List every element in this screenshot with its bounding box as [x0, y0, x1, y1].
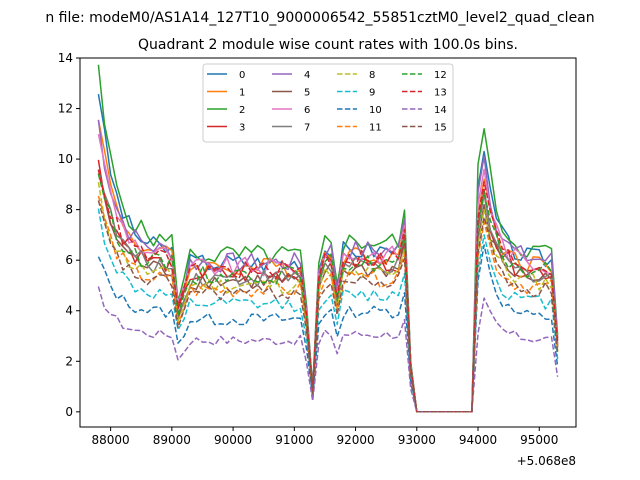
x-tick-label: 89000: [153, 433, 191, 447]
x-offset-text: +5.068e8: [517, 454, 576, 468]
y-tick-label: 4: [65, 304, 73, 318]
y-axis: 0 2 4 6 8 10 12 14: [58, 51, 80, 419]
x-tick-label: 93000: [398, 433, 436, 447]
chart-suptitle: n file: modeM0/AS1A14_127T10_9000006542_…: [45, 10, 594, 26]
x-tick-label: 95000: [520, 433, 558, 447]
legend-label: 8: [369, 70, 375, 81]
legend-label: 2: [239, 105, 245, 116]
legend-box: [202, 63, 454, 143]
x-tick-label: 94000: [459, 433, 497, 447]
series-line-10: [97, 244, 559, 413]
legend-label: 0: [239, 70, 245, 81]
series-line-2: [97, 64, 559, 413]
x-axis: 88000 89000 90000 91000 92000 93000 94000 95000: [92, 427, 558, 447]
series-line-5: [97, 173, 559, 413]
y-tick-label: 0: [65, 405, 73, 419]
legend-label: 9: [369, 88, 375, 99]
y-tick-label: 8: [65, 203, 73, 217]
legend-label: 3: [239, 123, 245, 134]
plot-frame: [79, 57, 577, 428]
legend-label: 6: [304, 105, 310, 116]
series-line-13: [97, 169, 559, 413]
x-tick-label: 91000: [275, 433, 313, 447]
legend-label: 14: [434, 105, 447, 116]
series-line-15: [97, 200, 559, 413]
y-tick-label: 12: [58, 102, 73, 116]
x-tick-label: 92000: [336, 433, 374, 447]
legend-label: 15: [434, 123, 447, 134]
series-line-14: [97, 286, 559, 413]
x-tick-label: 88000: [92, 433, 130, 447]
legend-label: 12: [434, 70, 447, 81]
plot-series: [97, 64, 559, 413]
legend-label: 1: [239, 88, 245, 99]
legend-label: 10: [369, 105, 382, 116]
legend-label: 5: [304, 88, 310, 99]
y-tick-label: 6: [65, 253, 73, 267]
y-tick-label: 2: [65, 354, 73, 368]
legend-label: 7: [304, 123, 310, 134]
series-line-12: [97, 173, 559, 413]
legend-label: 4: [304, 70, 310, 81]
y-tick-label: 10: [58, 152, 73, 166]
y-tick-label: 14: [58, 51, 73, 65]
chart-title: Quadrant 2 module wise count rates with …: [138, 37, 518, 53]
series-line-11: [97, 195, 559, 413]
x-tick-label: 90000: [214, 433, 252, 447]
legend-label: 11: [369, 123, 382, 134]
legend-label: 13: [434, 88, 447, 99]
